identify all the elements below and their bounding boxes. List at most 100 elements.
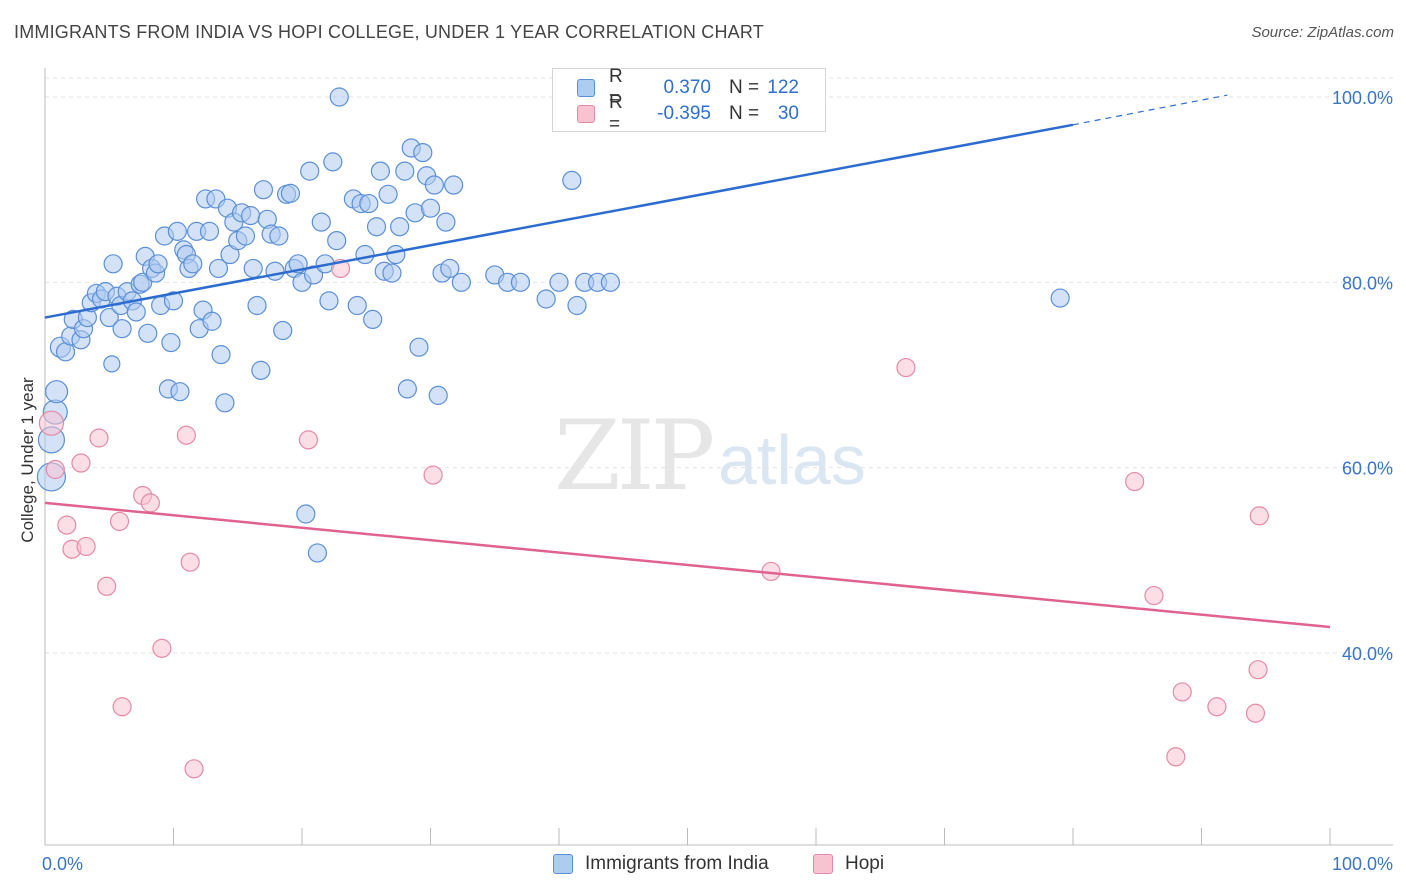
legend-swatch-hopi: [577, 105, 595, 123]
legend-row-hopi: R = -0.395 N = 30: [577, 92, 799, 135]
legend-item-india[interactable]: Immigrants from India: [553, 852, 769, 876]
india-point: [183, 254, 203, 274]
correlation-legend: R = 0.370 N = 122 R = -0.395 N = 30: [552, 66, 826, 135]
hopi-point: [896, 357, 916, 378]
india-point: [327, 231, 347, 251]
y-tick-label: 80.0%: [1342, 273, 1393, 293]
india-point: [307, 543, 328, 563]
india-point: [103, 254, 123, 274]
india-point: [600, 272, 621, 292]
hopi-point: [45, 459, 65, 480]
india-point: [300, 161, 320, 181]
india-point: [247, 295, 267, 316]
r-value: 0.370: [663, 77, 711, 98]
india-point: [355, 244, 375, 265]
hopi-point: [1166, 747, 1186, 767]
legend-label-hopi: Hopi: [845, 853, 885, 874]
india-point: [311, 212, 331, 232]
india-point: [510, 272, 531, 292]
watermark-zip: ZIP: [554, 400, 715, 512]
n-label: N =: [729, 77, 760, 98]
n-label: N =: [729, 103, 760, 124]
india-point: [397, 379, 417, 399]
legend-item-hopi[interactable]: Hopi: [813, 852, 884, 876]
hopi-point: [140, 493, 160, 513]
hopi-point: [176, 425, 196, 445]
india-point: [359, 193, 379, 214]
india-point: [170, 382, 190, 402]
y-tick-label: 40.0%: [1342, 644, 1393, 664]
india-point: [436, 212, 456, 232]
india-point: [382, 263, 402, 283]
hopi-point: [184, 759, 204, 779]
india-point: [215, 393, 235, 413]
india-trend-line: [44, 123, 1074, 319]
hopi-point: [1207, 697, 1227, 717]
india-point: [133, 272, 153, 292]
legend-swatch-hopi: [813, 854, 833, 874]
india-point: [161, 332, 181, 353]
india-point: [444, 175, 464, 195]
india-point: [363, 309, 383, 329]
hopi-point: [180, 552, 200, 572]
x-tick-label: 100.0%: [1332, 854, 1393, 874]
hopi-point: [76, 536, 96, 557]
india-point: [549, 272, 569, 292]
india-point: [370, 161, 390, 181]
india-point: [243, 258, 263, 279]
india-point: [323, 152, 343, 172]
hopi-point: [298, 430, 319, 450]
india-point: [211, 345, 231, 365]
y-tick-label: 60.0%: [1342, 459, 1393, 479]
hopi-point: [1245, 703, 1266, 723]
hopi-point: [57, 515, 77, 535]
source-label: Source: ZipAtlas.com: [1251, 24, 1394, 41]
y-tick-label: 100.0%: [1332, 88, 1393, 108]
india-point: [440, 258, 460, 279]
india-point: [269, 226, 289, 246]
hopi-point: [38, 410, 65, 436]
india-trend-extension: [1072, 94, 1228, 126]
india-point: [395, 161, 415, 181]
india-point: [241, 206, 261, 226]
legend-row-india: R = 0.370 N = 122: [577, 66, 799, 109]
india-point: [253, 180, 274, 200]
india-point: [280, 183, 301, 203]
india-point: [202, 311, 222, 331]
india-point: [319, 291, 339, 311]
hopi-point: [1125, 471, 1145, 492]
india-point: [567, 295, 587, 316]
india-point: [163, 291, 184, 311]
hopi-point: [71, 453, 91, 473]
india-point: [378, 184, 398, 204]
india-point: [562, 170, 582, 190]
india-point: [148, 254, 168, 274]
india-point: [251, 360, 271, 380]
india-point: [536, 289, 556, 309]
india-point: [126, 302, 146, 322]
india-point: [366, 217, 387, 237]
india-point: [451, 272, 471, 292]
india-point: [296, 504, 316, 524]
india-point: [167, 221, 187, 241]
hopi-point: [112, 697, 132, 717]
r-label: R =: [609, 92, 623, 135]
hopi-point: [1249, 506, 1269, 526]
india-point: [138, 323, 158, 343]
n-value: 122: [767, 77, 799, 98]
hopi-trend-line: [44, 501, 1331, 629]
india-point: [273, 320, 293, 341]
hopi-point: [109, 511, 130, 532]
hopi-point: [1248, 660, 1268, 680]
india-point: [199, 221, 220, 241]
india-point: [99, 307, 119, 328]
india-point: [112, 319, 132, 339]
chart-title: IMMIGRANTS FROM INDIA VS HOPI COLLEGE, U…: [14, 22, 764, 42]
n-value: 30: [777, 103, 799, 124]
hopi-point: [97, 576, 117, 596]
india-point: [409, 337, 429, 357]
india-point: [103, 355, 121, 373]
india-point: [428, 385, 448, 405]
india-point: [347, 295, 367, 316]
hopi-point: [423, 465, 443, 485]
